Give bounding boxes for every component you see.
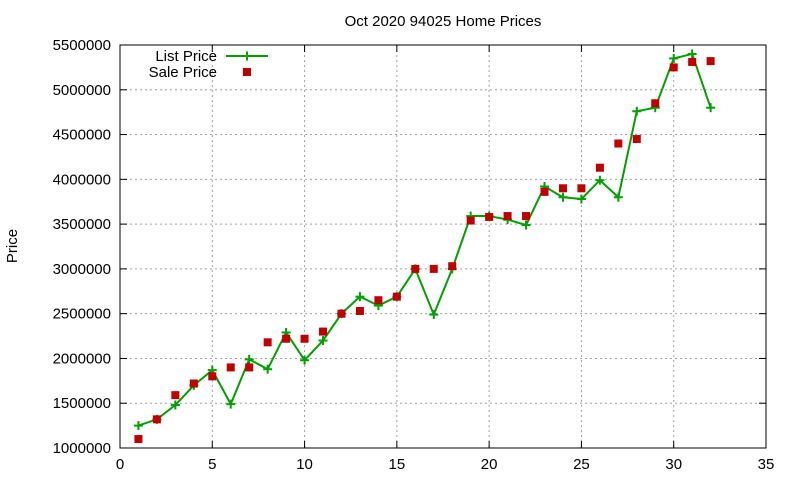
- list-price-point: [687, 49, 697, 59]
- y-tick-label: 1500000: [53, 395, 111, 412]
- sale-price-point: [540, 187, 549, 196]
- sale-price-point: [429, 264, 438, 273]
- list-price-point: [595, 175, 605, 185]
- sale-price-point: [355, 306, 364, 315]
- legend-marker-sale-price: [243, 68, 251, 76]
- sale-price-point: [171, 391, 180, 400]
- list-price-point: [355, 292, 365, 302]
- x-tick-label: 15: [389, 456, 406, 473]
- list-price-point: [429, 310, 439, 320]
- sale-price-point: [337, 309, 346, 318]
- sale-price-point: [263, 338, 272, 347]
- y-tick-label: 1000000: [53, 440, 111, 457]
- sale-price-point: [300, 334, 309, 343]
- tick-layer: 0 5 10 15 20 25 30 35 1000000 1500000 2000000 25000…: [53, 37, 775, 473]
- list-price-point: [244, 354, 254, 364]
- list-price-point: [632, 106, 642, 116]
- sale-price-point: [651, 99, 660, 108]
- sale-price-point: [595, 163, 604, 172]
- y-tick-label: 4000000: [53, 171, 111, 188]
- sale-price-point: [319, 327, 328, 336]
- y-tick-label: 4500000: [53, 127, 111, 144]
- sale-price-point: [577, 184, 586, 193]
- list-price-point: [226, 399, 236, 409]
- list-price-point: [263, 364, 273, 374]
- sale-price-point: [411, 264, 420, 273]
- list-price-line: [138, 52, 712, 427]
- sale-price-point: [522, 212, 531, 221]
- sale-price-point: [466, 216, 475, 225]
- list-price-point: [170, 400, 180, 410]
- y-tick-label: 3500000: [53, 216, 111, 233]
- chart-title: Oct 2020 94025 Home Prices: [345, 13, 542, 30]
- sale-price-point: [485, 212, 494, 221]
- x-tick-label: 0: [116, 456, 124, 473]
- x-tick-label: 20: [481, 456, 498, 473]
- y-tick-label: 2000000: [53, 350, 111, 367]
- series-layer: [133, 49, 716, 444]
- y-tick-label: 2500000: [53, 306, 111, 323]
- sale-price-point: [392, 292, 401, 301]
- list-price-point: [133, 421, 143, 431]
- list-price-point: [669, 53, 679, 63]
- list-price-point: [576, 194, 586, 204]
- sale-price-point: [614, 139, 623, 148]
- x-tick-label: 30: [665, 456, 682, 473]
- x-tick-label: 5: [208, 456, 216, 473]
- sale-price-point: [245, 363, 254, 372]
- sale-price-point: [688, 58, 697, 67]
- y-tick-label: 3000000: [53, 261, 111, 278]
- legend-label-list-price: List Price: [155, 48, 217, 65]
- sale-price-point: [706, 57, 715, 66]
- x-tick-label: 10: [296, 456, 313, 473]
- x-tick-label: 25: [573, 456, 590, 473]
- legend-marker-list-price: [242, 51, 252, 61]
- list-price-point: [706, 103, 716, 113]
- sale-price-point: [208, 372, 217, 381]
- sale-price-point: [226, 363, 235, 372]
- sale-price-point: [503, 212, 512, 221]
- list-price-point: [318, 336, 328, 346]
- sale-price-point: [189, 379, 198, 388]
- list-price-point: [521, 220, 531, 230]
- sale-price-point: [134, 435, 143, 444]
- sale-price-point: [374, 296, 383, 305]
- sale-price-point: [669, 63, 678, 72]
- y-tick-label: 5000000: [53, 82, 111, 99]
- sale-price-point: [448, 262, 457, 271]
- list-price-point: [613, 192, 623, 202]
- y-axis-label: Price: [4, 229, 21, 263]
- legend-label-sale-price: Sale Price: [149, 64, 217, 81]
- sale-price-point: [282, 334, 291, 343]
- y-tick-label: 5500000: [53, 37, 111, 54]
- plot-frame: [119, 44, 767, 449]
- list-price-point: [558, 192, 568, 202]
- x-tick-label: 35: [758, 456, 775, 473]
- list-price-point: [300, 355, 310, 365]
- grid-lines: [120, 45, 766, 448]
- sale-price-point: [558, 184, 567, 193]
- sale-price-point: [632, 135, 641, 144]
- sale-price-point: [152, 415, 161, 424]
